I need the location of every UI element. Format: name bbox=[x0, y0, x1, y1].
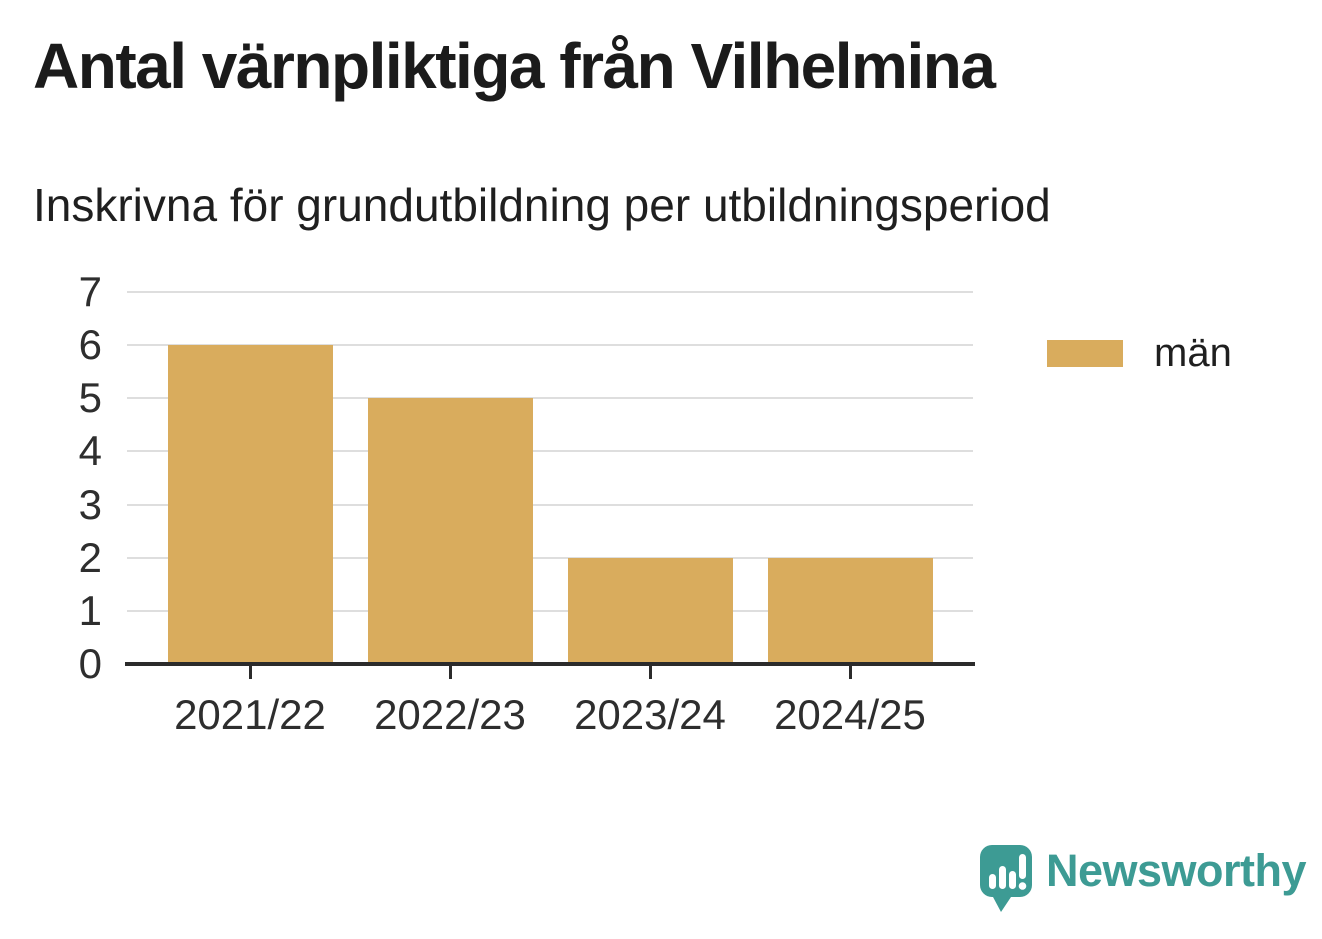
newsworthy-logo: Newsworthy bbox=[979, 844, 1307, 916]
bar-2023-24 bbox=[567, 557, 733, 664]
x-axis-baseline bbox=[125, 662, 975, 666]
gridline-6 bbox=[127, 344, 973, 347]
newsworthy-bubble-chart-icon bbox=[980, 845, 1032, 912]
gridline-3 bbox=[127, 503, 973, 506]
gridline-7 bbox=[127, 291, 973, 293]
y-tick-label-6: 6 bbox=[78, 321, 102, 369]
gridline-1 bbox=[127, 609, 973, 612]
legend-label-man: män bbox=[1154, 331, 1232, 375]
gridline-5 bbox=[127, 397, 973, 400]
chart-subtitle: Inskrivna för grundutbildning per utbild… bbox=[33, 179, 1051, 231]
gridline-4 bbox=[127, 450, 973, 453]
x-tick-2021-22 bbox=[248, 666, 252, 679]
x-tick-2022-23 bbox=[448, 666, 452, 679]
y-tick-label-2: 2 bbox=[78, 533, 102, 581]
y-tick-label-5: 5 bbox=[78, 374, 102, 422]
newsworthy-wordmark: Newsworthy bbox=[1046, 845, 1307, 896]
y-tick-label-0: 0 bbox=[78, 640, 102, 687]
legend-swatch-man bbox=[1047, 339, 1123, 367]
bar-2021-22 bbox=[167, 345, 333, 664]
x-tick-label-2024-25: 2024/25 bbox=[774, 691, 926, 738]
x-tick-label-2022-23: 2022/23 bbox=[374, 691, 526, 738]
x-tick-label-2023-24: 2023/24 bbox=[574, 691, 726, 738]
y-tick-label-3: 3 bbox=[78, 480, 102, 528]
gridline-2 bbox=[127, 556, 973, 559]
x-tick-label-2021-22: 2021/22 bbox=[174, 691, 326, 738]
bar-chart-plot-area: 2021/22 2022/23 2023/24 2024/25 0 1 2 3 4 5 6 7 bbox=[79, 271, 975, 738]
y-tick-label-7: 7 bbox=[78, 268, 102, 315]
bar-2022-23 bbox=[367, 398, 533, 664]
bar-2024-25 bbox=[767, 557, 933, 664]
y-tick-label-4: 4 bbox=[78, 427, 102, 475]
chart-title: Antal värnpliktiga från Vilhelmina bbox=[33, 30, 996, 102]
y-tick-label-1: 1 bbox=[78, 586, 102, 634]
legend: män bbox=[1047, 333, 1232, 373]
x-tick-2023-24 bbox=[648, 666, 652, 679]
x-tick-2024-25 bbox=[848, 666, 852, 679]
